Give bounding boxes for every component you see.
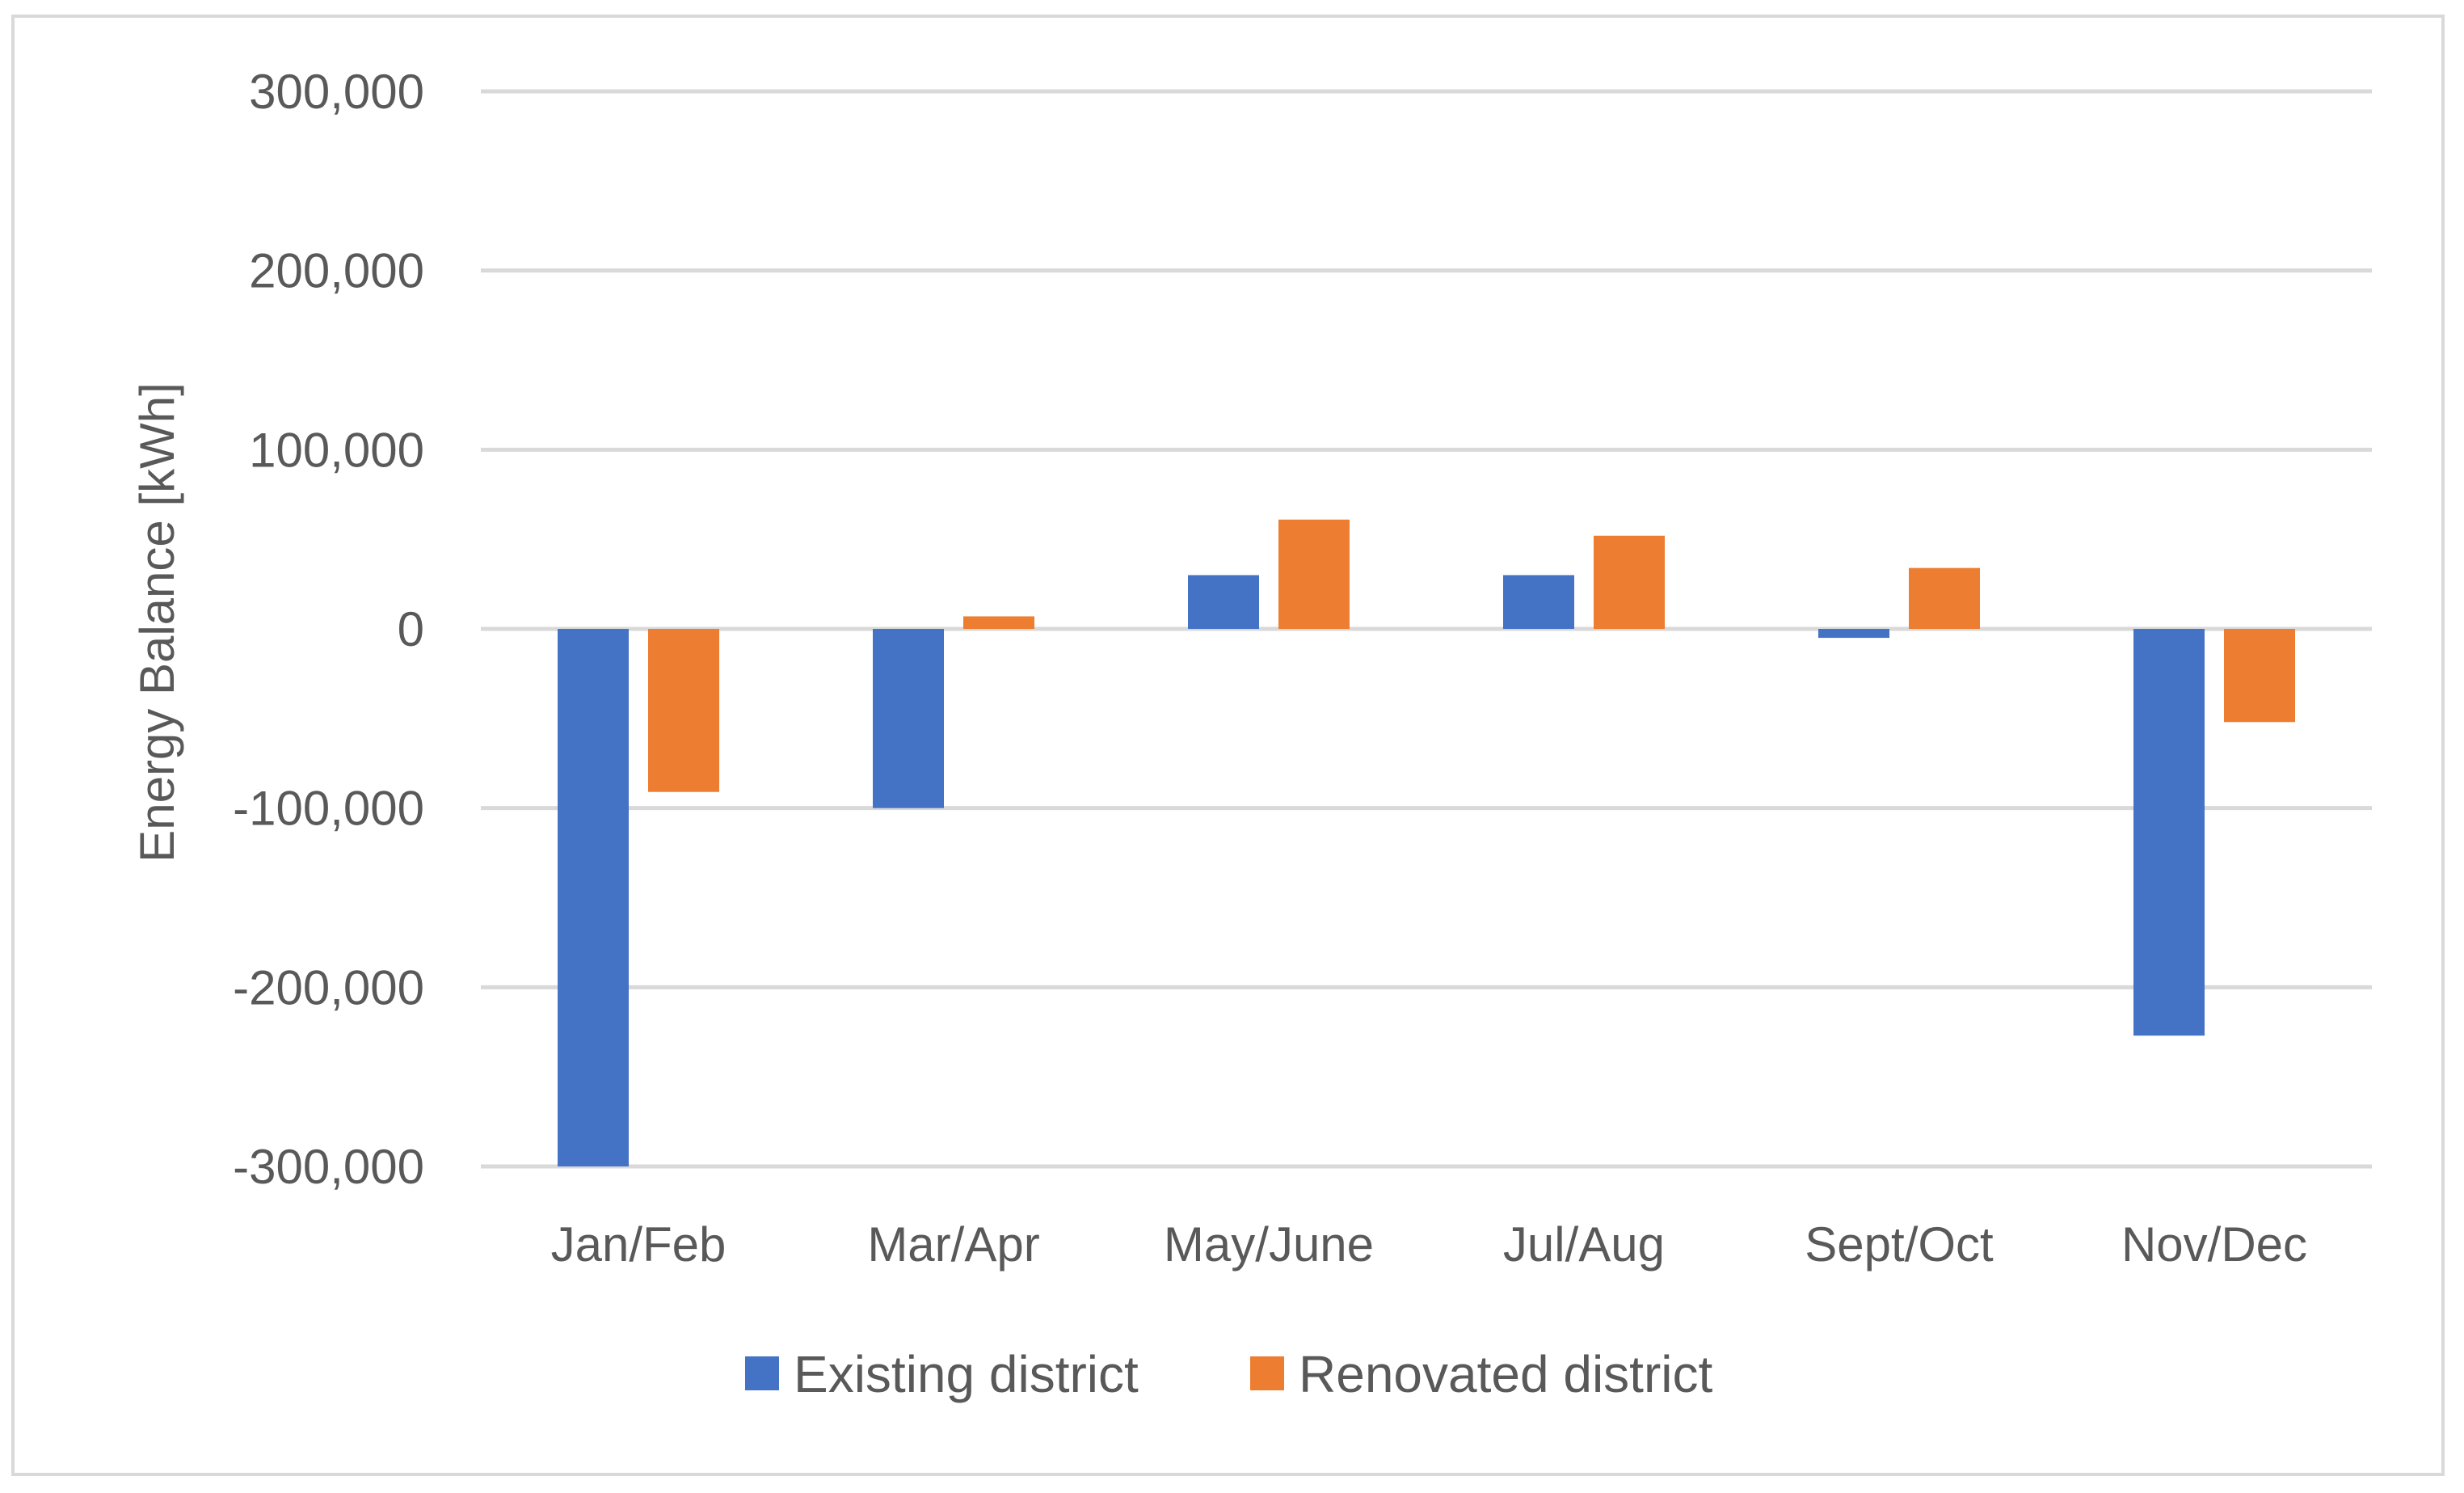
legend-label-existing: Existing district [794, 1345, 1139, 1403]
bar-existing-2 [1188, 576, 1259, 630]
bar-renovated-4 [1909, 568, 1980, 629]
bar-existing-4 [1818, 629, 1889, 638]
bar-renovated-3 [1594, 536, 1665, 629]
x-tick-label: Nov/Dec [2121, 1217, 2307, 1272]
bar-renovated-5 [2224, 629, 2295, 722]
legend-swatch-existing [745, 1356, 779, 1390]
y-axis-ticks: 300,000 200,000 100,000 0 -100,000 -200,000 -3… [233, 65, 424, 1194]
x-tick-label: Jul/Aug [1503, 1217, 1665, 1272]
bars [558, 520, 2295, 1166]
y-tick-label: 200,000 [249, 244, 424, 298]
legend-swatch-renovated [1250, 1356, 1284, 1390]
bar-existing-3 [1503, 576, 1574, 630]
y-axis-title: Energy Balance [kWh] [130, 382, 184, 862]
bar-existing-1 [873, 629, 944, 808]
y-tick-label: -100,000 [233, 782, 424, 836]
x-axis-ticks: Jan/Feb Mar/Apr May/June Jul/Aug Sept/Oct Nov… [551, 1217, 2307, 1272]
bar-renovated-0 [648, 629, 719, 792]
legend: Existing district Renovated district [745, 1345, 1712, 1403]
x-tick-label: Mar/Apr [867, 1217, 1039, 1272]
bar-existing-5 [2133, 629, 2205, 1035]
y-tick-label: -200,000 [233, 960, 424, 1014]
x-tick-label: Jan/Feb [551, 1217, 727, 1272]
bar-chart: 300,000 200,000 100,000 0 -100,000 -200,000 -3… [0, 0, 2464, 1493]
bar-renovated-2 [1278, 520, 1350, 629]
y-tick-label: 100,000 [249, 423, 424, 477]
y-tick-label: 0 [398, 602, 424, 656]
bar-renovated-1 [963, 616, 1034, 629]
bar-existing-0 [558, 629, 629, 1166]
x-tick-label: May/June [1164, 1217, 1374, 1272]
y-tick-label: 300,000 [249, 65, 424, 119]
x-tick-label: Sept/Oct [1805, 1217, 1994, 1272]
gridlines [481, 91, 2372, 1166]
y-tick-label: -300,000 [233, 1140, 424, 1194]
legend-label-renovated: Renovated district [1299, 1345, 1712, 1403]
